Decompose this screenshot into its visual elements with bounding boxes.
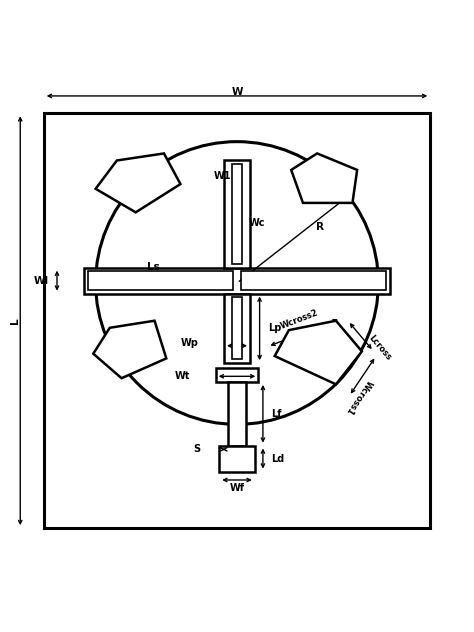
Bar [216, 368, 258, 382]
Text: S: S [193, 444, 201, 454]
Polygon shape [93, 320, 166, 378]
Circle shape [96, 142, 378, 424]
Text: Wc: Wc [249, 218, 265, 228]
Text: W1: W1 [214, 171, 231, 181]
Text: Wt: Wt [174, 372, 190, 381]
Text: Wl: Wl [33, 276, 48, 286]
Bar [224, 161, 250, 268]
Bar [228, 382, 246, 446]
Text: Wcross2: Wcross2 [279, 308, 319, 331]
Bar [224, 294, 250, 363]
Polygon shape [96, 154, 181, 212]
Text: Ls: Ls [146, 262, 159, 272]
Text: L: L [9, 317, 19, 324]
Text: Lp: Lp [268, 324, 282, 333]
Text: R: R [316, 222, 324, 232]
Bar [232, 164, 242, 264]
Bar [241, 272, 386, 290]
Bar [44, 113, 430, 528]
Bar [88, 272, 233, 290]
Text: Wcross1: Wcross1 [344, 379, 374, 416]
Text: Lcross: Lcross [367, 333, 393, 362]
Polygon shape [275, 320, 362, 384]
Bar [219, 446, 255, 471]
Polygon shape [291, 154, 357, 203]
Text: Lf: Lf [272, 409, 282, 419]
Text: Wp: Wp [180, 338, 198, 348]
Bar [84, 268, 390, 294]
Text: W: W [231, 87, 243, 97]
Bar [232, 298, 242, 360]
Text: Ld: Ld [272, 454, 285, 463]
Text: Wf: Wf [229, 482, 245, 492]
